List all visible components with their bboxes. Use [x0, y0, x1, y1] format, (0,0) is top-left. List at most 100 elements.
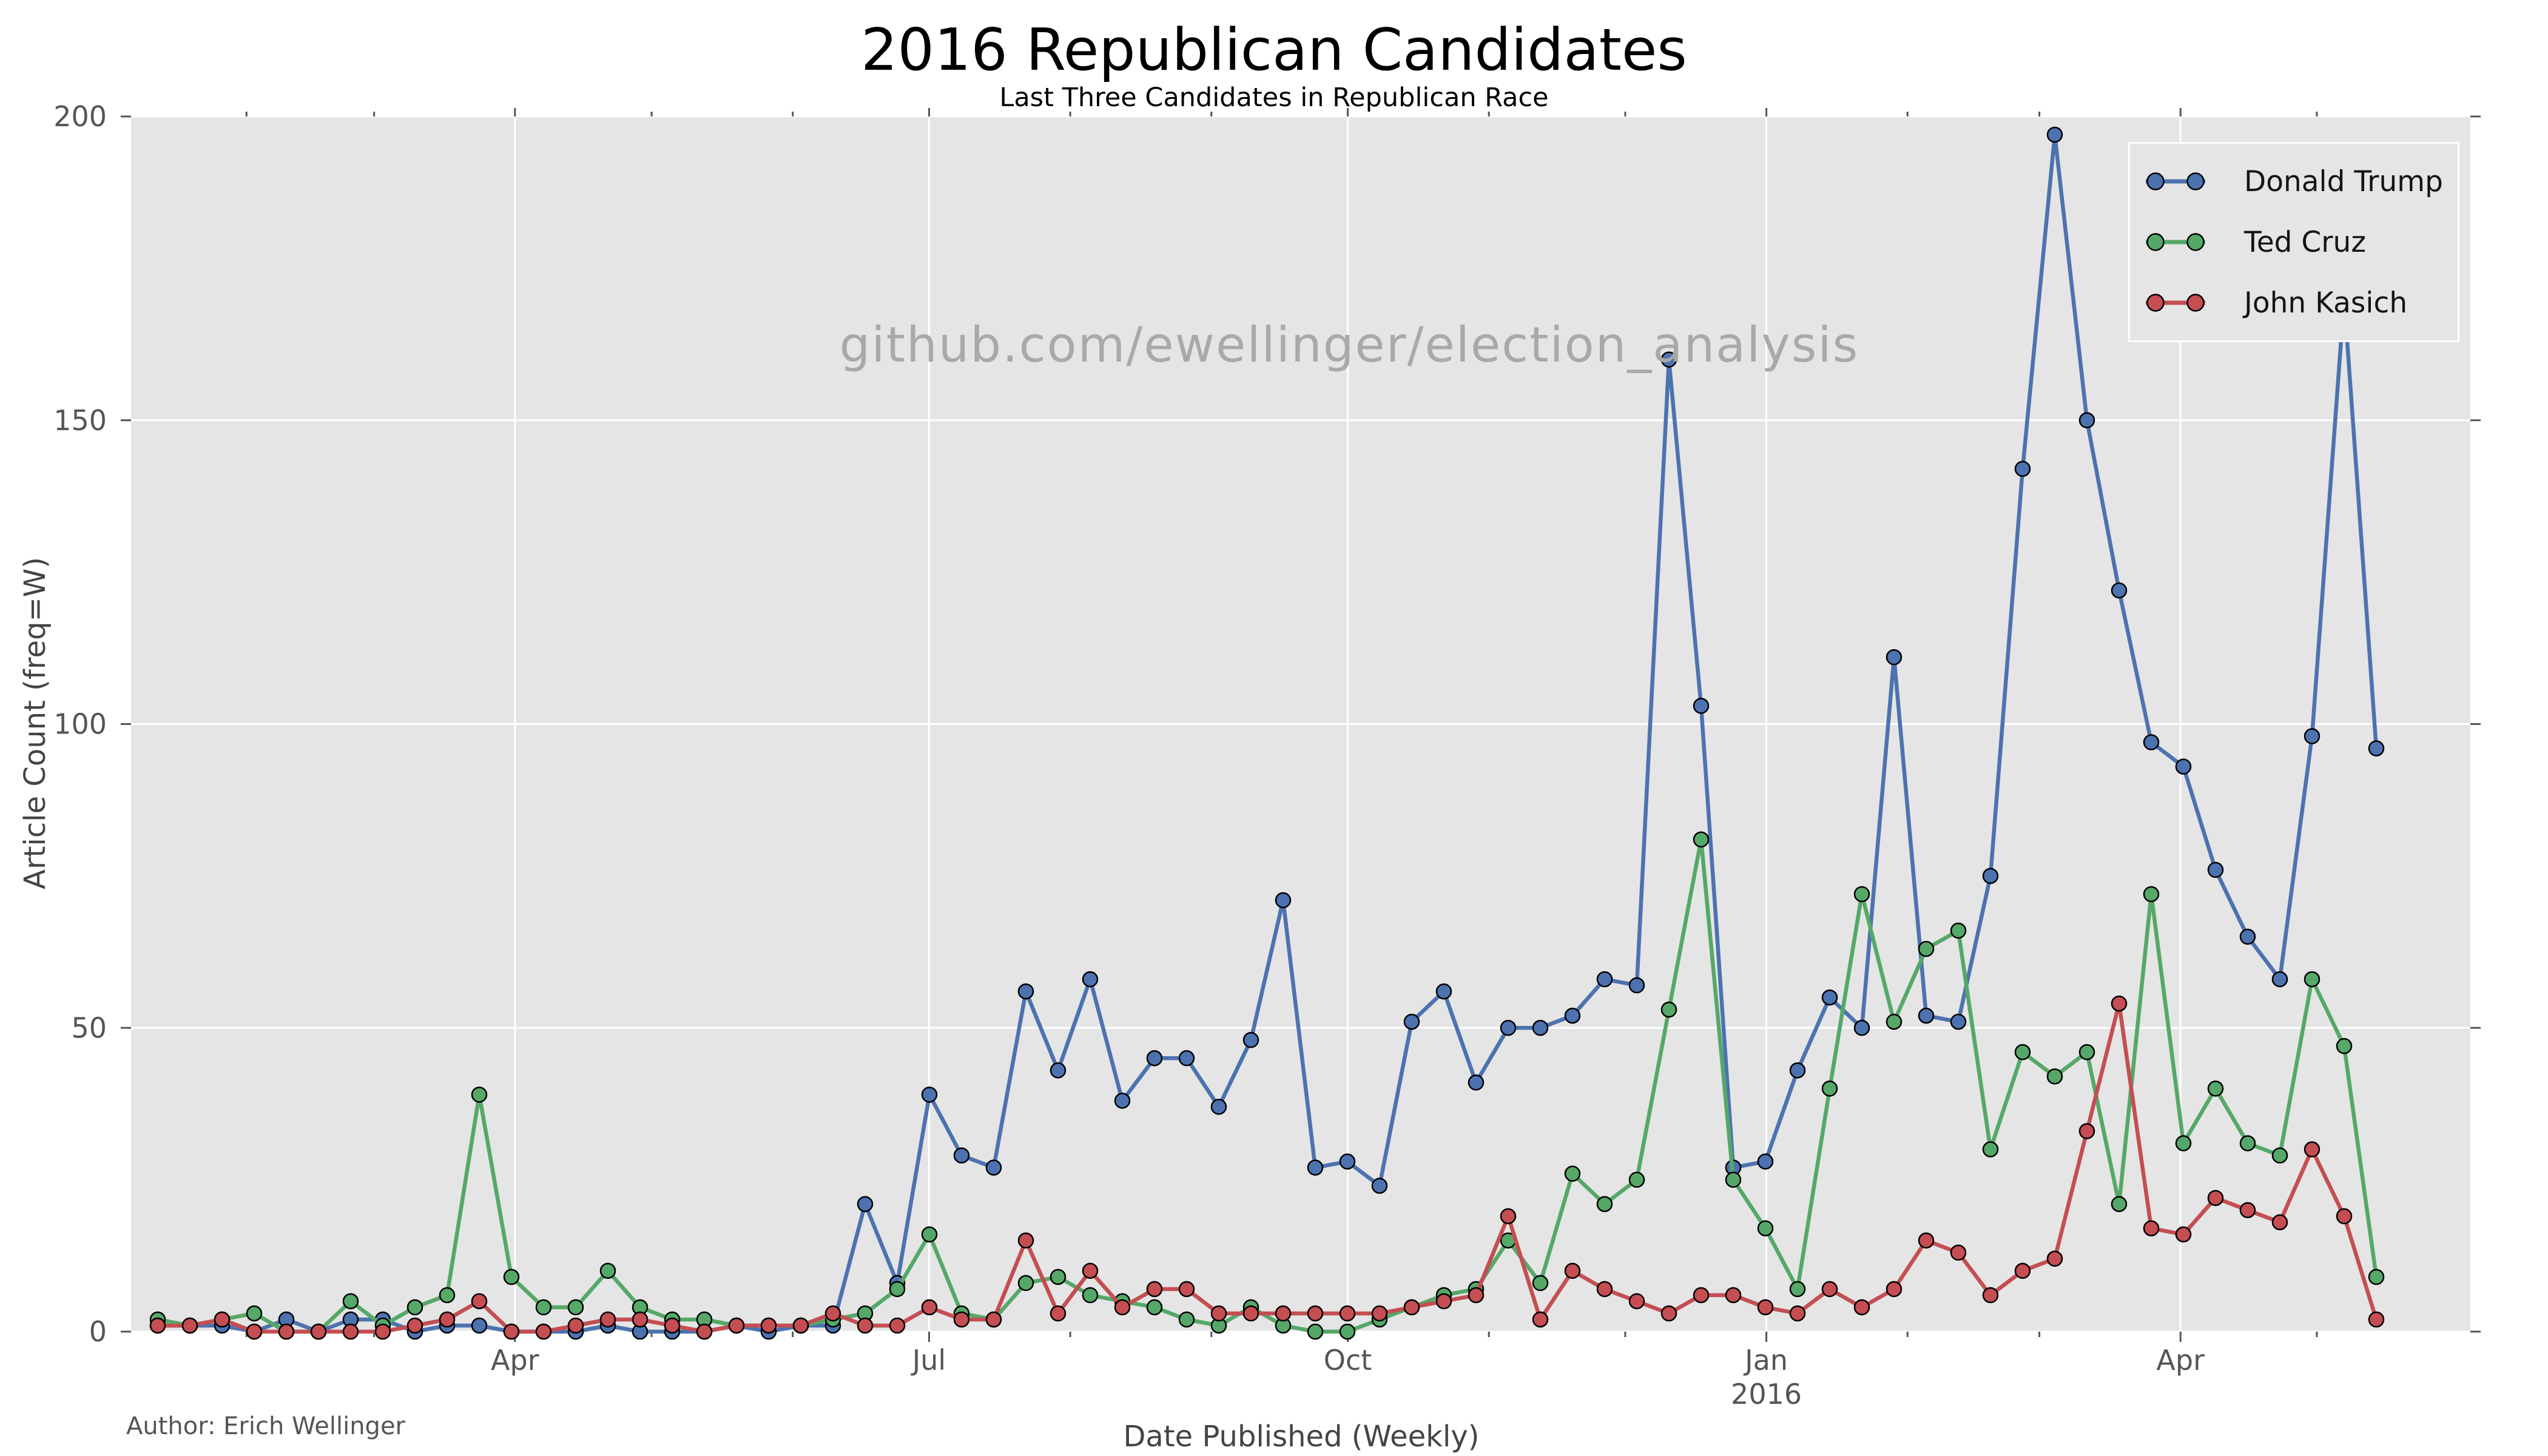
author-credit: Author: Erich Wellinger: [126, 1412, 405, 1440]
data-point: [503, 1323, 520, 1340]
data-point: [1435, 983, 1452, 1000]
data-point: [406, 1317, 423, 1334]
data-point: [1693, 831, 1710, 848]
data-point: [535, 1323, 552, 1340]
y-tick-label: 100: [53, 708, 107, 741]
data-point: [728, 1317, 745, 1334]
data-point: [1982, 1287, 1999, 1304]
data-point: [1628, 1293, 1645, 1310]
data-point: [889, 1281, 906, 1298]
data-point: [1918, 1007, 1935, 1024]
data-point: [1275, 892, 1292, 909]
data-point: [471, 1293, 488, 1310]
data-point: [1564, 1262, 1581, 1279]
data-point: [1789, 1305, 1806, 1322]
data-point: [1050, 1062, 1067, 1079]
legend-line-marker-icon: [2146, 294, 2205, 312]
watermark-text: github.com/ewellinger/election_analysis: [839, 317, 1859, 373]
data-point: [1532, 1020, 1549, 1036]
series-line-ted-cruz: [155, 837, 2379, 1334]
data-point: [567, 1317, 584, 1334]
data-point: [1500, 1020, 1517, 1036]
data-point: [1371, 1178, 1388, 1194]
data-point: [2175, 1226, 2192, 1243]
data-point: [1950, 1013, 1967, 1030]
data-point: [2111, 582, 2128, 599]
data-point: [1596, 971, 1613, 988]
data-point: [1853, 1020, 1870, 1036]
data-point: [1821, 1080, 1838, 1097]
data-point: [985, 1159, 1002, 1176]
data-point: [2175, 758, 2192, 775]
y-tick-label: 150: [53, 404, 107, 437]
data-point: [1564, 1007, 1581, 1024]
data-point: [439, 1287, 456, 1304]
data-point: [1660, 351, 1677, 368]
data-point: [2271, 1147, 2288, 1164]
data-point: [214, 1311, 231, 1328]
data-point: [599, 1262, 616, 1279]
data-point: [1564, 1165, 1581, 1182]
data-point: [1982, 868, 1999, 885]
data-point: [439, 1311, 456, 1328]
data-point: [2078, 1044, 2095, 1060]
data-point: [2239, 1135, 2256, 1151]
data-point: [1853, 1299, 1870, 1316]
data-point: [1146, 1281, 1163, 1298]
data-point: [857, 1196, 874, 1212]
chart-subtitle: Last Three Candidates in Republican Race: [999, 83, 1549, 113]
data-point: [1660, 1305, 1677, 1322]
legend-item-john-kasich: John Kasich: [2135, 272, 2453, 333]
data-point: [1500, 1208, 1517, 1224]
data-point: [2111, 995, 2128, 1012]
data-point: [1114, 1093, 1131, 1109]
data-point: [2271, 1214, 2288, 1230]
data-point: [1757, 1299, 1774, 1316]
legend-label: John Kasich: [2244, 286, 2408, 320]
data-point: [1628, 1171, 1645, 1188]
data-point: [1307, 1323, 1324, 1340]
data-point: [1628, 977, 1645, 994]
data-point: [2143, 734, 2160, 750]
data-point: [246, 1305, 263, 1322]
data-point: [1082, 1287, 1099, 1304]
data-point: [889, 1317, 906, 1334]
data-point: [824, 1305, 841, 1322]
data-point: [2046, 1250, 2063, 1267]
data-point: [1886, 649, 1903, 666]
data-point: [1725, 1171, 1742, 1188]
data-point: [471, 1317, 488, 1334]
data-point: [1339, 1323, 1356, 1340]
data-point: [1178, 1281, 1195, 1298]
data-point: [246, 1323, 263, 1340]
data-point: [2368, 740, 2385, 757]
data-point: [760, 1317, 777, 1334]
data-point: [1532, 1275, 1549, 1292]
data-point: [2368, 1311, 2385, 1328]
data-point: [149, 1317, 166, 1334]
legend-label: Ted Cruz: [2244, 225, 2367, 259]
data-point: [1017, 1232, 1034, 1249]
data-point: [1210, 1305, 1227, 1322]
data-point: [1918, 940, 1935, 957]
data-point: [1789, 1281, 1806, 1298]
data-point: [2207, 861, 2224, 878]
data-point: [1532, 1311, 1549, 1328]
data-point: [1660, 1001, 1677, 1018]
data-point: [921, 1226, 938, 1243]
data-point: [2046, 1068, 2063, 1085]
data-point: [1050, 1305, 1067, 1322]
x-tick-label: Jul: [911, 1344, 946, 1377]
legend-label: Donald Trump: [2244, 164, 2443, 198]
data-point: [1982, 1141, 1999, 1158]
x-tick-label: Apr: [2156, 1344, 2205, 1377]
x-axis-label: Date Published (Weekly): [1123, 1420, 1480, 1454]
data-point: [2014, 460, 2031, 477]
y-axis-label: Article Count (freq=W): [18, 557, 52, 889]
data-point: [696, 1323, 713, 1340]
x-tick-label: Jan: [1743, 1344, 1788, 1377]
data-point: [1435, 1293, 1452, 1310]
data-point: [2239, 928, 2256, 945]
legend-line-marker-icon: [2146, 172, 2205, 190]
data-point: [2304, 728, 2320, 744]
